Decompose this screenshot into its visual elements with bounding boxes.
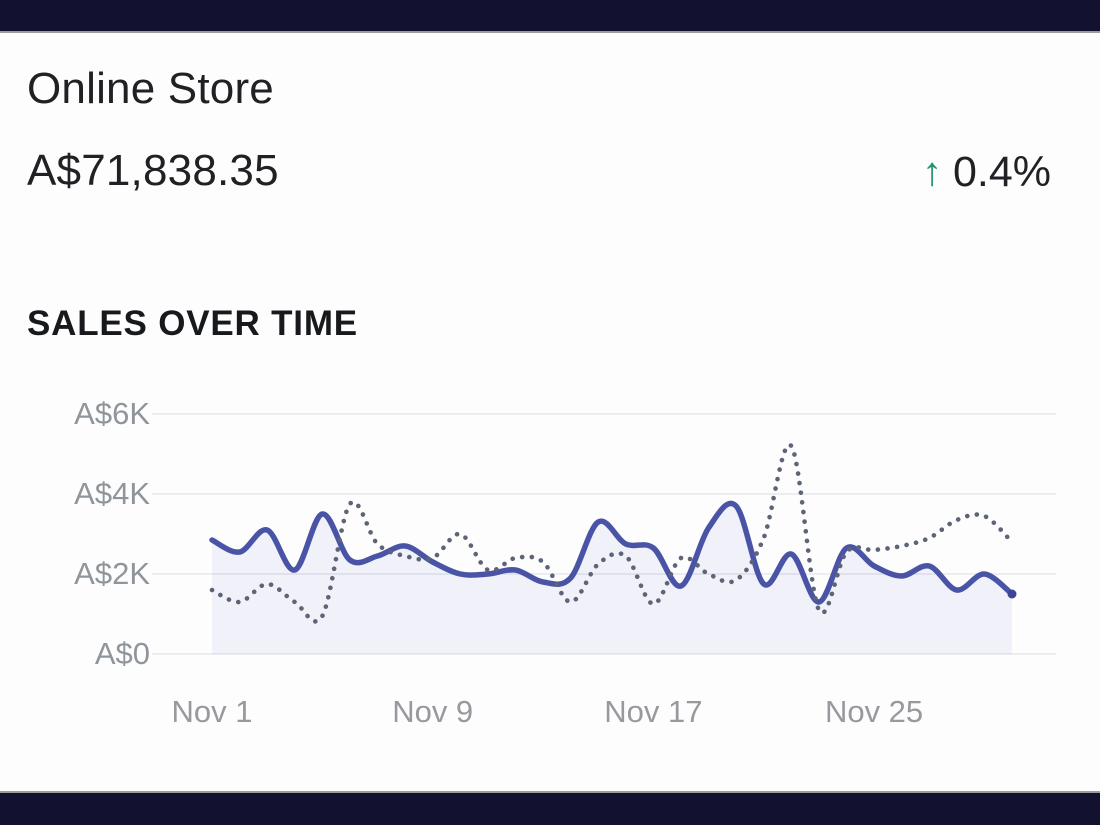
y-axis-label: A$2K <box>0 554 152 594</box>
change-badge: ↑ 0.4% <box>922 148 1051 197</box>
arrow-up-icon: ↑ <box>921 150 942 194</box>
x-axis-label: Nov 25 <box>824 694 924 729</box>
y-axis-label: A$4K <box>0 474 152 514</box>
y-axis-label: A$6K <box>0 394 152 434</box>
total-sales-value: A$71,838.35 <box>27 146 279 195</box>
current-period-endpoint <box>1007 589 1017 599</box>
y-axis-label: A$0 <box>0 634 152 674</box>
x-axis-label: Nov 17 <box>604 694 703 729</box>
current-period-area <box>212 503 1012 654</box>
top-letterbox-bar <box>0 0 1100 33</box>
card-title: Online Store <box>27 64 274 113</box>
change-percent: 0.4% <box>952 148 1051 196</box>
chart-canvas <box>8 413 1056 655</box>
sales-over-time-chart[interactable]: A$0 A$2K A$4K A$6K Nov 1 Nov 9 Nov 17 Nov 25 <box>0 378 1100 738</box>
x-axis-label: Nov 9 <box>392 694 474 729</box>
current-period-line <box>209 500 1015 605</box>
x-axis-label: Nov 1 <box>171 694 253 729</box>
bottom-letterbox-bar <box>0 791 1100 825</box>
section-heading: SALES OVER TIME <box>27 304 358 343</box>
